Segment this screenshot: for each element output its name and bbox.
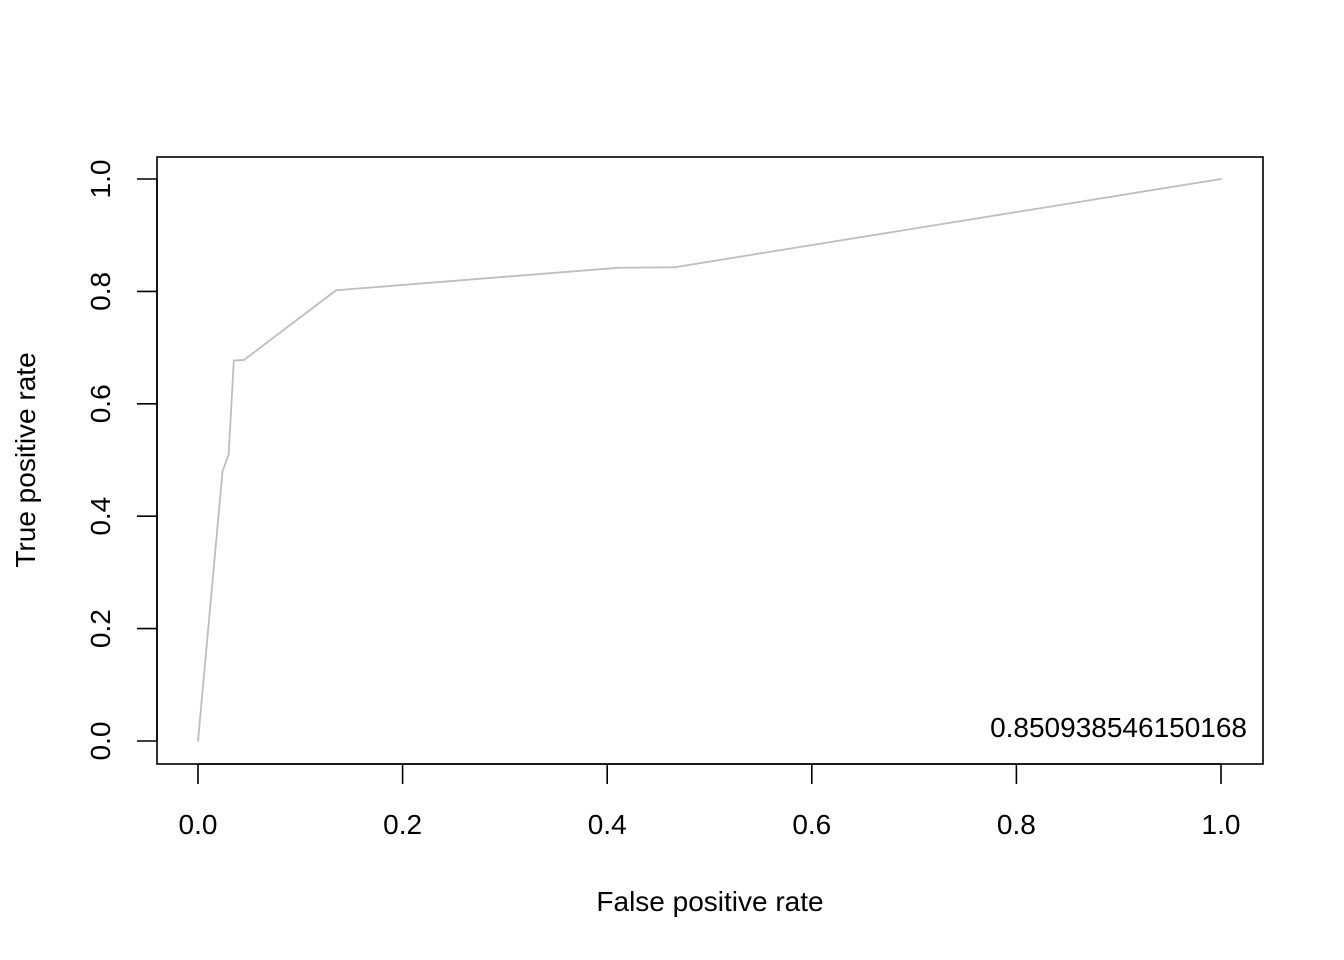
roc-curve-point [197, 740, 199, 742]
x-tick-label: 0.0 [179, 809, 218, 840]
y-axis: 0.0 0.2 0.4 0.6 0.8 1.0 [85, 160, 158, 761]
auc-annotation: 0.850938546150168 [990, 712, 1247, 743]
plot-frame [156, 156, 1264, 765]
x-axis: 0.0 0.2 0.4 0.6 0.8 1.0 [179, 763, 1241, 840]
roc-curve-point [1220, 178, 1222, 180]
y-tick-label: 1.0 [85, 160, 116, 199]
roc-curve-point [335, 289, 338, 292]
x-tick-label: 1.0 [1202, 809, 1241, 840]
roc-curve-point [673, 266, 676, 269]
x-axis-label: False positive rate [596, 886, 823, 917]
y-axis-label: True positive rate [10, 352, 41, 567]
roc-curve-point [232, 359, 235, 362]
roc-curve-point [227, 453, 230, 456]
roc-curve-line [197, 178, 1222, 742]
y-tick-label: 0.8 [85, 272, 116, 311]
y-tick-label: 0.6 [85, 384, 116, 423]
y-tick-label: 0.4 [85, 497, 116, 536]
y-tick-label: 0.2 [85, 609, 116, 648]
series-layer [197, 178, 1222, 742]
roc-curve-point [616, 266, 619, 269]
x-tick-label: 0.2 [383, 809, 422, 840]
y-tick-label: 0.0 [85, 722, 116, 761]
roc-curve-point [221, 470, 224, 473]
x-tick-label: 0.8 [997, 809, 1036, 840]
x-tick-label: 0.4 [588, 809, 627, 840]
x-tick-label: 0.6 [792, 809, 831, 840]
roc-curve-point [243, 359, 245, 361]
